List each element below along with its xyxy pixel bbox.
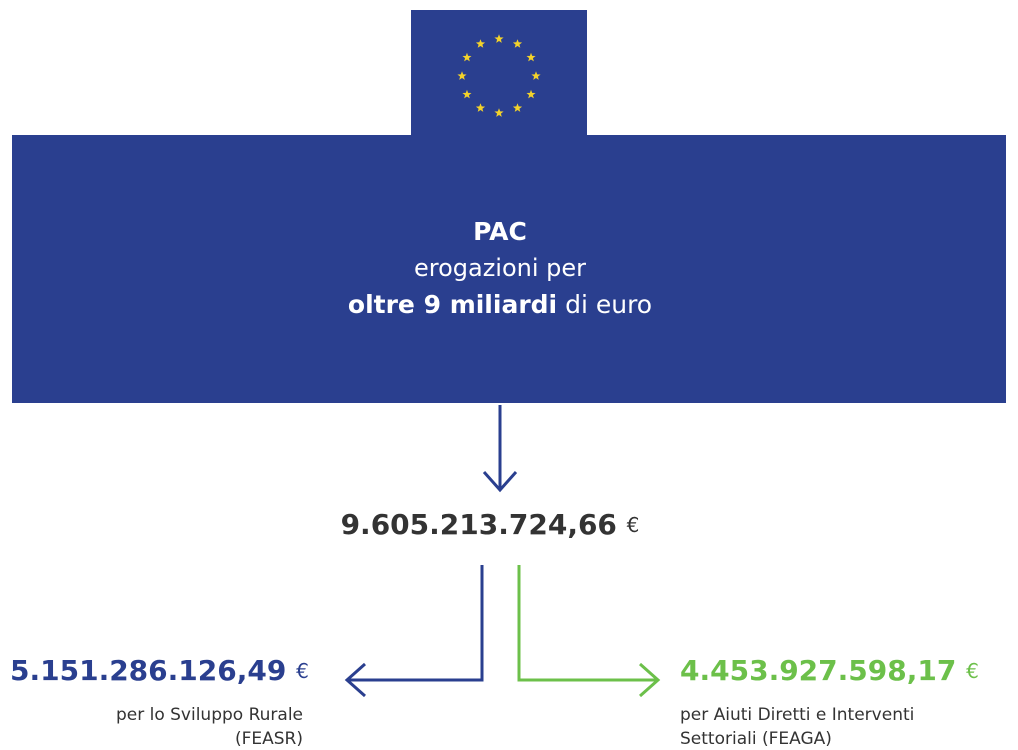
header-box (12, 135, 1006, 403)
star (475, 39, 486, 48)
left-currency: € (296, 659, 309, 683)
header-line: oltre 9 miliardi di euro (348, 290, 652, 319)
eu-stars (457, 34, 541, 117)
right-label: Settoriali (FEAGA) (680, 729, 832, 749)
header-highlight: oltre 9 miliardi (348, 290, 557, 319)
right-value: 4.453.927.598,17 € (680, 654, 979, 687)
star (531, 71, 541, 80)
right-amount: 4.453.927.598,17 (680, 654, 956, 687)
right-currency: € (966, 659, 979, 683)
right-arrow (517, 565, 661, 698)
star (494, 34, 504, 43)
star (494, 108, 504, 117)
star (475, 103, 486, 112)
left-amount: 5.151.286.126,49 (10, 654, 286, 687)
star (462, 52, 472, 62)
eu-flag (411, 10, 587, 136)
left-label: per lo Sviluppo Rurale (116, 705, 303, 725)
left-value: 5.151.286.126,49 € (10, 654, 309, 687)
left-arrow (344, 565, 484, 698)
header-suffix: di euro (565, 290, 652, 319)
star (462, 89, 472, 99)
star (526, 89, 536, 99)
header-title: PAC (473, 217, 527, 246)
header-subtitle: erogazioni per (414, 254, 586, 282)
total-currency: € (627, 513, 640, 537)
star (512, 39, 523, 48)
star (526, 52, 536, 62)
right-label: per Aiuti Diretti e Interventi (680, 705, 914, 725)
down-arrow (482, 405, 518, 493)
star (512, 103, 523, 112)
total: 9.605.213.724,66 € (341, 508, 640, 541)
star (457, 71, 467, 80)
total-amount: 9.605.213.724,66 (341, 508, 617, 541)
left-label: (FEASR) (235, 729, 303, 749)
